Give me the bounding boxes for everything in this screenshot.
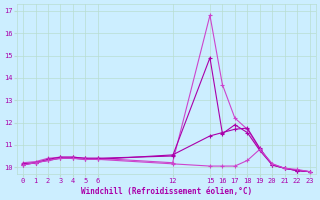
X-axis label: Windchill (Refroidissement éolien,°C): Windchill (Refroidissement éolien,°C) bbox=[81, 187, 252, 196]
